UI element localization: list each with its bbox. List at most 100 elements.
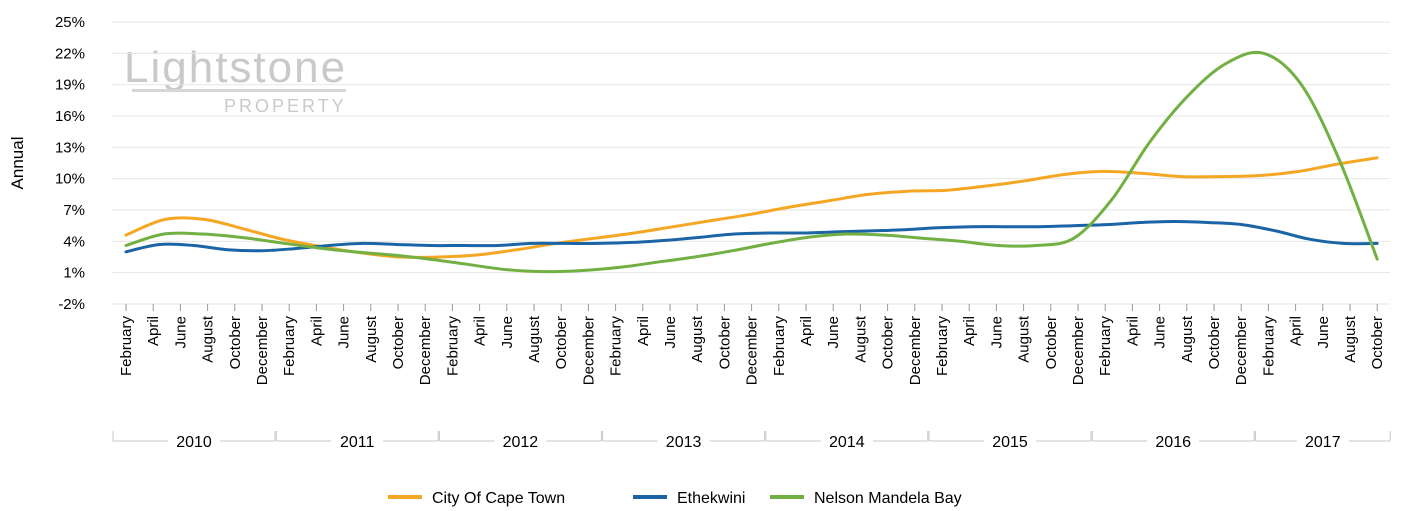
x-tick-label: August <box>852 315 869 363</box>
watermark-logo: Lightstone PROPERTY <box>124 43 347 116</box>
x-tick-label: February <box>771 316 788 377</box>
x-tick-label: February <box>934 316 951 377</box>
x-tick-label: June <box>1315 316 1332 349</box>
x-tick-label: June <box>1152 316 1169 349</box>
x-tick-label: February <box>608 316 625 377</box>
legend-item[interactable]: City Of Cape Town <box>388 490 565 507</box>
year-group: 2011 <box>275 431 439 451</box>
legend-label: Ethekwini <box>677 490 745 507</box>
y-tick-label: 19% <box>55 77 85 94</box>
y-tick-label: 1% <box>63 265 85 282</box>
watermark-brand: Lightstone <box>124 43 347 92</box>
series-line-2 <box>124 50 1379 274</box>
x-tick-label: October <box>1369 316 1386 369</box>
year-label: 2017 <box>1305 434 1341 451</box>
x-tick-label: June <box>499 316 516 349</box>
x-tick-label: October <box>227 316 244 369</box>
year-label: 2010 <box>176 434 212 451</box>
y-axis-ticks: -2% 1% 4% 7% 10% 13% 16% 19% 22% 25% <box>55 14 85 313</box>
x-tick-label: August <box>1179 315 1196 363</box>
year-group: 2010 <box>112 431 276 451</box>
year-label-bg <box>657 431 710 451</box>
series-line-1 <box>124 220 1379 254</box>
y-axis-label: Annual <box>8 137 27 190</box>
x-tick-label: August <box>1016 315 1033 363</box>
y-tick-label: 7% <box>63 202 85 219</box>
x-tick-label: December <box>1070 316 1087 385</box>
x-tick-label: June <box>825 316 842 349</box>
x-tick-label: February <box>1097 316 1114 377</box>
x-tick-label: April <box>798 316 815 346</box>
x-tick-label: August <box>526 315 543 363</box>
x-tick-label: December <box>417 316 434 385</box>
year-label-bg <box>984 431 1036 451</box>
x-tick-label: February <box>281 316 298 377</box>
x-tick-label: April <box>1124 316 1141 346</box>
year-group: 2012 <box>438 431 602 451</box>
y-tick-label: 4% <box>63 233 85 250</box>
x-tick-label: April <box>472 316 489 346</box>
x-tick-label: April <box>145 316 162 346</box>
y-tick-label: 25% <box>55 14 85 31</box>
x-tick-label: August <box>363 315 380 363</box>
year-group: 2015 <box>928 431 1092 451</box>
year-label: 2016 <box>1155 434 1191 451</box>
year-group: 2016 <box>1091 431 1255 451</box>
watermark-sub: PROPERTY <box>224 96 347 116</box>
x-tick-label: October <box>390 316 407 369</box>
series-line-0 <box>124 156 1379 259</box>
year-group: 2017 <box>1254 431 1391 451</box>
x-tick-label: October <box>1043 316 1060 369</box>
year-label-bg <box>494 431 547 451</box>
legend-item[interactable]: Nelson Mandela Bay <box>770 490 962 507</box>
x-tick-label: December <box>254 316 271 385</box>
year-label-bg <box>820 431 873 451</box>
x-tick-label: April <box>635 316 652 346</box>
x-tick-label: February <box>444 316 461 377</box>
year-label-bg <box>1296 431 1349 451</box>
x-tick-label: June <box>988 316 1005 349</box>
watermark-rule <box>132 89 346 92</box>
y-tick-label: 16% <box>55 108 85 125</box>
x-tick-label: February <box>1260 316 1277 377</box>
x-tick-label: October <box>553 316 570 369</box>
x-tick-label: December <box>1233 316 1250 385</box>
x-tick-label: August <box>200 315 217 363</box>
x-tick-label: April <box>1288 316 1305 346</box>
x-tick-label: August <box>1342 315 1359 363</box>
x-tick-label: April <box>308 316 325 346</box>
year-label: 2015 <box>992 434 1028 451</box>
x-tick-label: June <box>172 316 189 349</box>
legend-item[interactable]: Ethekwini <box>633 490 745 507</box>
grid-lines <box>112 21 1390 305</box>
year-label: 2013 <box>666 434 702 451</box>
legend-label: City Of Cape Town <box>432 490 565 507</box>
year-label: 2014 <box>829 434 865 451</box>
year-label: 2011 <box>340 434 375 451</box>
year-label-bg <box>168 431 220 451</box>
x-tick-label: April <box>961 316 978 346</box>
x-tick-label: June <box>336 316 353 349</box>
year-label-bg <box>1147 431 1200 451</box>
year-group: 2014 <box>765 431 929 451</box>
x-tick-label: December <box>580 316 597 385</box>
x-tick-label: June <box>662 316 679 349</box>
legend-label: Nelson Mandela Bay <box>814 490 962 507</box>
series-lines <box>124 50 1379 274</box>
y-tick-label: 22% <box>55 45 85 62</box>
x-axis: February April June August October December Fe… <box>112 304 1391 451</box>
year-group: 2013 <box>602 431 766 451</box>
y-tick-label: 13% <box>55 139 85 156</box>
x-tick-label: February <box>118 316 135 377</box>
x-tick-label: December <box>907 316 924 385</box>
x-tick-label: October <box>1206 316 1223 369</box>
x-tick-label: October <box>716 316 733 369</box>
y-tick-label: -2% <box>58 296 85 313</box>
year-label: 2012 <box>503 434 539 451</box>
legend: City Of Cape Town Ethekwini Nelson Mandela… <box>388 490 962 507</box>
year-label-bg <box>331 431 384 451</box>
x-tick-label: December <box>744 316 761 385</box>
y-tick-label: 10% <box>55 171 85 188</box>
x-tick-label: August <box>689 315 706 363</box>
